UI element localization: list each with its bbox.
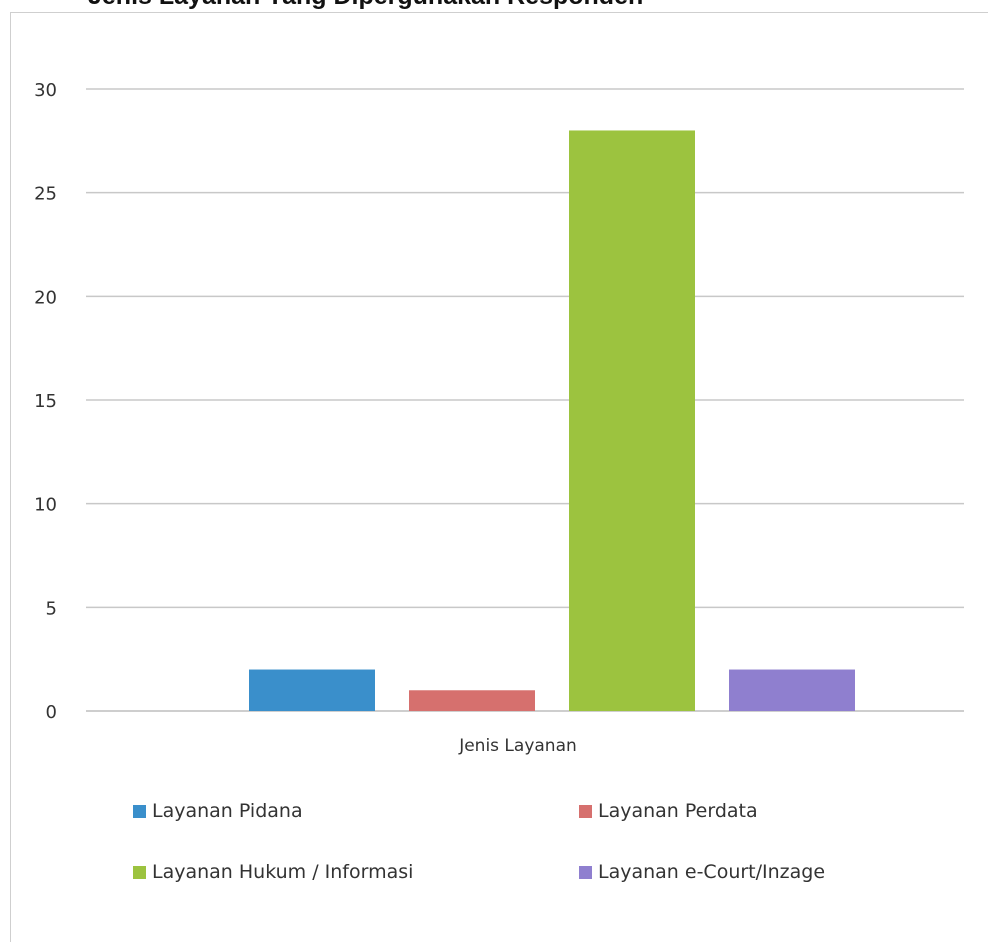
gridlines xyxy=(86,88,964,712)
bar-layanan-pidana xyxy=(249,669,375,711)
chart-title: Jenis Layanan Yang Dipergunakan Responde… xyxy=(88,0,643,11)
x-axis-label: Jenis Layanan xyxy=(458,736,577,756)
y-tick-label: 20 xyxy=(34,287,57,308)
bar-layanan-e-court-inzage xyxy=(729,669,855,711)
y-tick-label: 0 xyxy=(46,702,57,723)
y-tick-label: 10 xyxy=(34,495,57,516)
bar-layanan-perdata xyxy=(409,690,535,711)
chart-frame xyxy=(10,12,988,942)
y-axis-ticks: 0 5 10 15 20 25 30 xyxy=(34,80,57,723)
y-tick-label: 25 xyxy=(34,184,57,205)
bar-layanan-hukum-informasi xyxy=(569,130,695,711)
bars xyxy=(249,130,855,711)
y-tick-label: 30 xyxy=(34,80,57,101)
y-tick-label: 5 xyxy=(46,598,57,619)
y-tick-label: 15 xyxy=(34,391,57,412)
